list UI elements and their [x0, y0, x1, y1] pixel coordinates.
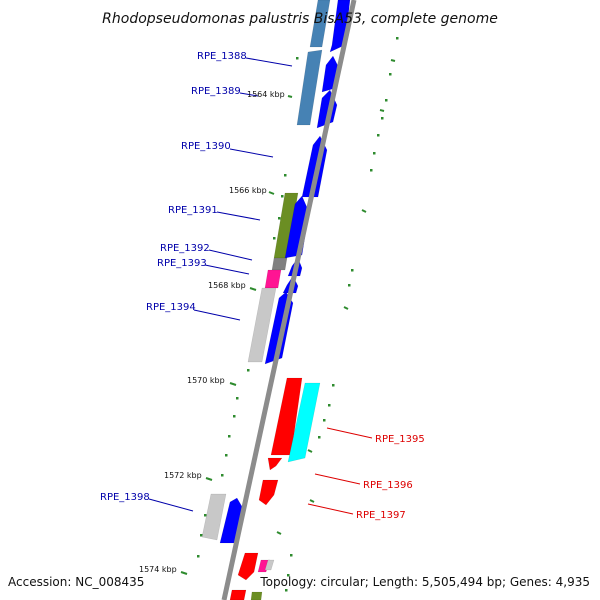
kbp-label: 1574 kbp	[139, 565, 177, 574]
gene-arrow-red	[229, 589, 247, 600]
gene-label-rpe_1395: RPE_1395	[375, 434, 425, 445]
kbp-tick	[268, 191, 275, 195]
tick-dot	[389, 73, 392, 76]
tick-dash	[309, 499, 315, 503]
tick-dot	[281, 195, 284, 198]
genome-backbone	[221, 0, 357, 600]
tick-dot	[225, 454, 228, 457]
gene-block-steelblue	[309, 0, 331, 48]
leader-line-rpe_1397	[307, 503, 354, 515]
kbp-tick	[229, 382, 237, 386]
leader-line-rpe_1394	[193, 309, 241, 321]
leader-line-rpe_1393	[204, 264, 250, 275]
gene-arrow-red	[237, 552, 259, 581]
tick-dot	[348, 284, 351, 287]
label-leader-lines	[148, 57, 373, 515]
tick-dot	[287, 574, 290, 577]
tick-dot	[247, 369, 250, 372]
gene-block-gray	[271, 257, 288, 271]
kbp-ticks: 1564 kbp 1566 kbp 1568 kbp 1570 kbp 1572 kbp…	[139, 90, 293, 575]
tick-dot	[318, 436, 321, 439]
tick-dot	[285, 589, 288, 592]
leader-line-rpe_1389	[239, 92, 259, 97]
tick-dot	[278, 217, 281, 220]
tick-dot	[328, 404, 331, 407]
gene-block-lightgray	[264, 559, 275, 571]
kbp-label: 1572 kbp	[164, 471, 202, 480]
tick-dot	[332, 384, 335, 387]
kbp-tick	[287, 95, 293, 98]
gene-block-pink	[264, 269, 282, 289]
kbp-label: 1566 kbp	[229, 186, 267, 195]
tick-dot	[373, 152, 376, 155]
leader-line-rpe_1398	[148, 498, 194, 512]
tick-dots	[197, 37, 399, 592]
kbp-tick	[180, 571, 188, 575]
tick-dot	[296, 57, 299, 60]
leader-line-rpe_1390	[229, 148, 274, 158]
leader-line-rpe_1388	[245, 57, 293, 67]
gene-label-rpe_1391: RPE_1391	[168, 205, 218, 216]
tick-dot	[228, 435, 231, 438]
gene-label-rpe_1398: RPE_1398	[100, 492, 150, 503]
tick-dot	[377, 134, 380, 137]
tick-dash	[379, 109, 385, 112]
leader-line-rpe_1392	[208, 249, 253, 261]
tick-dot	[204, 514, 207, 517]
gene-label-rpe_1396: RPE_1396	[363, 480, 413, 491]
accession-text: Accession: NC_008435	[8, 575, 145, 589]
tick-dot	[370, 169, 373, 172]
tick-dash	[361, 209, 367, 213]
tick-dot	[381, 117, 384, 120]
tick-dash	[307, 449, 313, 453]
gene-block-lightgray	[247, 287, 277, 363]
gene-arrow-red	[267, 457, 283, 471]
kbp-label: 1564 kbp	[247, 90, 285, 99]
tick-dot	[197, 555, 200, 558]
tick-dot	[233, 415, 236, 418]
tick-dot	[396, 37, 399, 40]
gene-label-rpe_1392: RPE_1392	[160, 243, 210, 254]
leader-line-rpe_1395	[326, 427, 373, 439]
tick-dot	[273, 237, 276, 240]
backbone-line	[221, 0, 357, 600]
tick-dash	[390, 59, 396, 62]
tick-dot	[351, 269, 354, 272]
gene-labels: RPE_1388 RPE_1389 RPE_1390 RPE_1391 RPE_1392…	[100, 51, 425, 521]
gene-arrow-red	[258, 479, 279, 506]
tick-dot	[221, 474, 224, 477]
tick-dot	[323, 419, 326, 422]
tick-dot	[200, 534, 203, 537]
tick-dot	[290, 554, 293, 557]
tick-dash	[276, 531, 282, 535]
kbp-label: 1568 kbp	[208, 281, 246, 290]
gene-label-rpe_1393: RPE_1393	[157, 258, 207, 269]
gene-block-lightgray	[201, 493, 227, 541]
kbp-tick	[249, 287, 257, 291]
gene-block-cyan	[287, 382, 321, 463]
gene-label-rpe_1397: RPE_1397	[356, 510, 406, 521]
tick-dot	[385, 99, 388, 102]
gene-label-rpe_1394: RPE_1394	[146, 302, 196, 313]
kbp-tick	[205, 477, 213, 481]
tick-dot	[284, 174, 287, 177]
topology-text: Topology: circular; Length: 5,505,494 bp…	[260, 575, 590, 589]
leader-line-rpe_1391	[216, 211, 261, 221]
gene-features	[201, 0, 351, 600]
leader-line-rpe_1396	[314, 473, 361, 485]
gene-block-steelblue	[296, 49, 323, 126]
gene-label-rpe_1390: RPE_1390	[181, 141, 231, 152]
gene-label-rpe_1389: RPE_1389	[191, 86, 241, 97]
tick-dot	[236, 397, 239, 400]
gene-block-olive	[250, 591, 263, 600]
tick-dash	[343, 306, 349, 310]
gene-label-rpe_1388: RPE_1388	[197, 51, 247, 62]
genome-title: Rhodopseudomonas palustris BisA53, compl…	[102, 11, 498, 27]
kbp-label: 1570 kbp	[187, 376, 225, 385]
